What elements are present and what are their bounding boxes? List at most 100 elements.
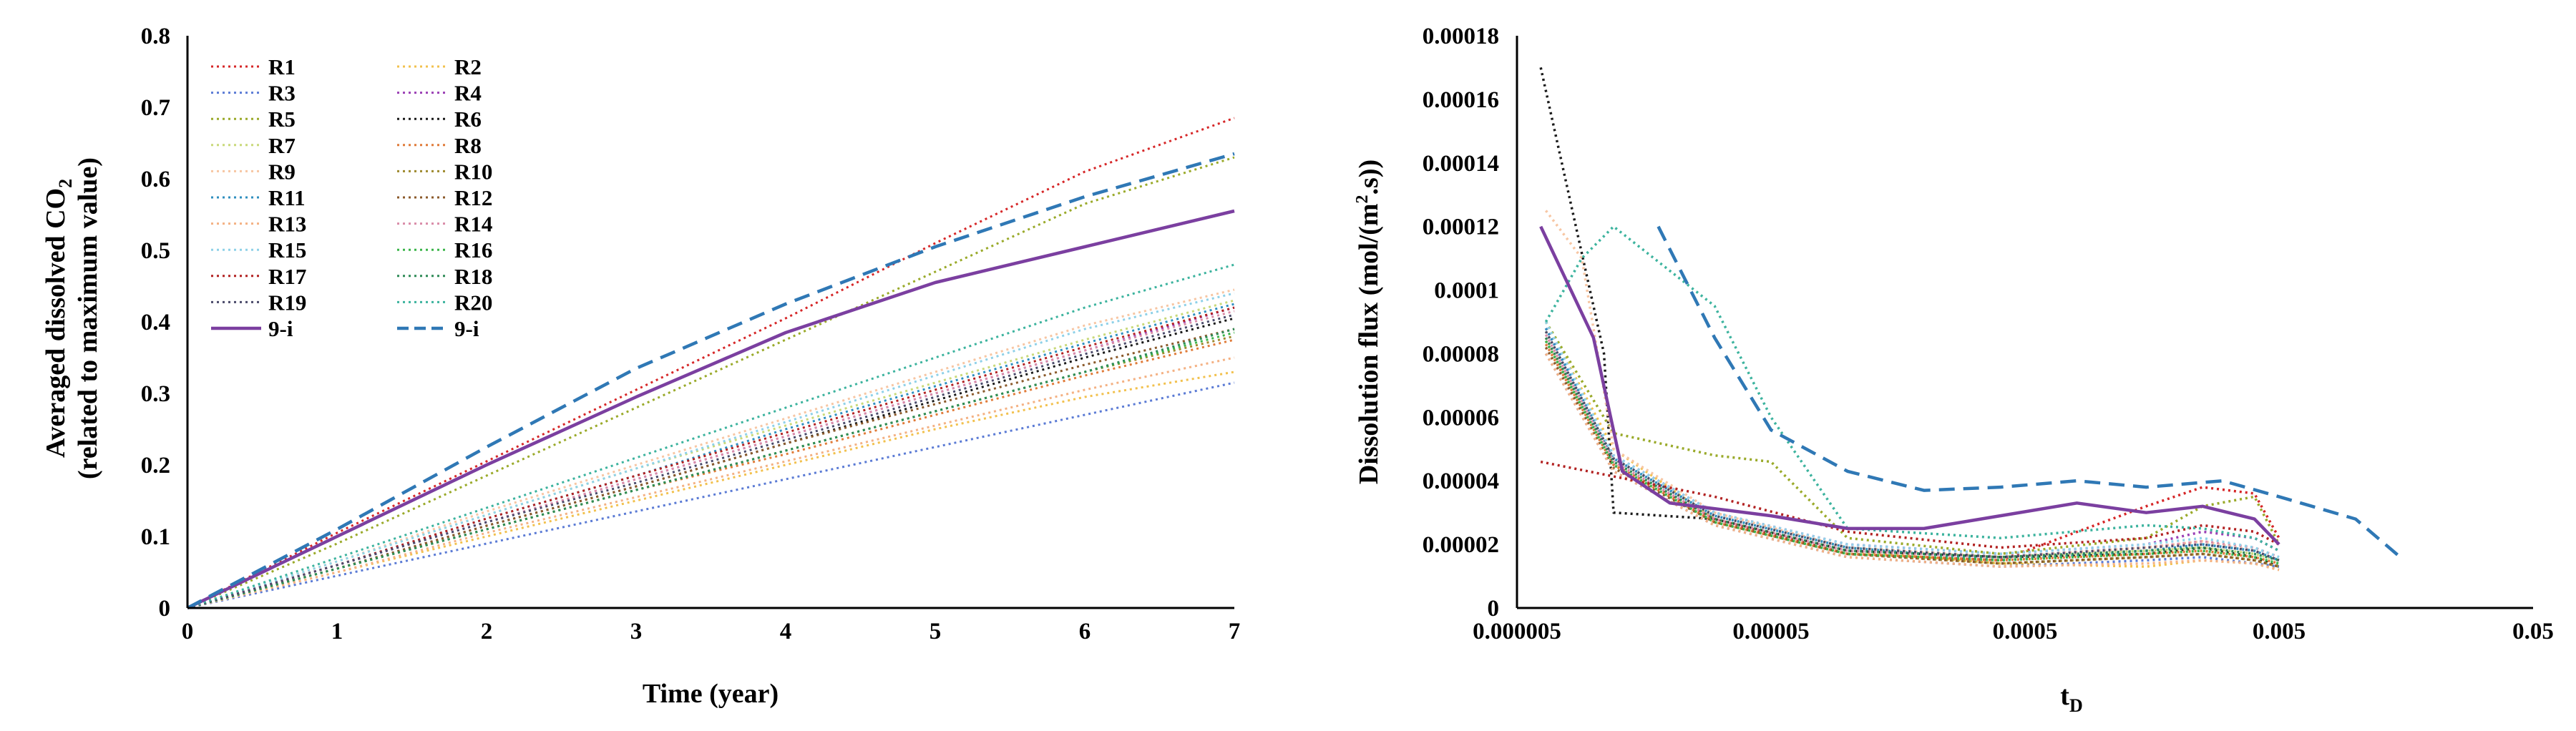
right-x-tick-label: 0.000005 [1473,619,1561,644]
left-y-tick-label: 0.8 [141,24,170,49]
right-chart: 0.000005 0.00005 0.0005 0.005 0.05 00.000020… [1353,24,2554,716]
legend-label-R12: R12 [454,185,492,210]
left-chart-y-axis-title: Averaged dissolved CO2 [41,179,76,458]
left-series-line-R12 [187,328,1235,609]
right-y-tick-label: 0.0001 [1434,278,1499,304]
left-y-tick-label: 0.4 [141,310,170,335]
right-y-tick-label: 0.00008 [1423,341,1499,367]
legend-label-R1: R1 [268,54,296,79]
left-x-tick-label: 6 [1079,619,1091,644]
right-y-tick-label: 0.00014 [1423,151,1499,177]
right-series-line-R2 [1544,321,2280,571]
right-series-line-R4 [1544,328,2280,556]
legend-label-R11: R11 [268,185,306,210]
right-series-line-R18 [1544,337,2280,561]
right-y-tick-label: 0.00006 [1423,405,1499,431]
left-series-line-R15 [187,292,1235,609]
left-y-tick-label: 0.1 [141,524,170,550]
right-chart-x-axis-title-main: t [2060,681,2069,711]
left-series-line-R11 [187,303,1235,609]
right-series-line-R19 [1544,330,2280,561]
left-y-tick-label: 0.6 [141,167,170,192]
left-chart-y-axis-title-line2: (related to maximum value) [73,157,103,479]
right-series-line-R10 [1544,340,2280,568]
legend-label-R14: R14 [454,212,492,237]
left-y-tick-label: 0.5 [141,238,170,264]
right-chart-x-tick-labels: 0.000005 0.00005 0.0005 0.005 0.05 [1473,619,2554,644]
left-x-tick-label: 1 [331,619,343,644]
left-chart-y-tick-labels: 0 0.1 0.2 0.3 0.4 0.5 0.6 0.7 0.8 [141,24,170,622]
right-series-line-R16 [1544,340,2280,565]
right-series-line-R3 [1544,353,2280,568]
left-x-tick-label: 0 [182,619,194,644]
legend-label-R5: R5 [268,107,296,132]
legend-label-9-i: 9-i [454,316,479,341]
right-chart-y-tick-labels: 0 0.00002 0.00004 0.00006 0.00008 0.0001 0.000… [1423,24,1499,622]
right-x-tick-label: 0.05 [2512,619,2554,644]
right-y-tick-label: 0.00018 [1423,24,1499,49]
left-chart: 0 1 2 3 4 5 6 7 0 0.1 0.2 0.3 0.4 0.5 0.6 0.7 0.8 Time … [41,24,1240,709]
left-series-line-R7 [187,299,1235,609]
legend-label-R4: R4 [454,81,482,106]
left-y-tick-label: 0 [159,596,171,622]
left-y-tick-label: 0.2 [141,453,170,479]
legend-label-R7: R7 [268,133,296,158]
legend-label-R9: R9 [268,159,296,184]
left-series-line-R5 [187,156,1235,609]
right-y-tick-label: 0.00016 [1423,87,1499,113]
right-series-line-R11 [1544,328,2280,562]
legend-label-R17: R17 [268,264,306,289]
left-x-tick-label: 3 [630,619,643,644]
legend-label-R15: R15 [268,237,306,263]
left-y-tick-label: 0.7 [141,95,170,121]
legend-label-R6: R6 [454,107,482,132]
left-x-tick-label: 2 [481,619,493,644]
left-chart-x-tick-labels: 0 1 2 3 4 5 6 7 [182,619,1241,644]
legend-label-R19: R19 [268,290,306,315]
right-series-line-R13 [1544,353,2280,571]
right-x-tick-label: 0.00005 [1732,619,1809,644]
left-series-line-R19 [187,313,1235,609]
left-series-line-R6 [187,317,1235,609]
left-series-line-R18 [187,328,1235,609]
right-x-tick-label: 0.0005 [1993,619,2058,644]
left-series-line-R20 [187,263,1235,609]
legend-label-R3: R3 [268,81,296,106]
right-chart-y-axis-title: Dissolution flux (mol/(m2.s)) [1353,160,1384,484]
right-chart-y-axis-title-superscript: 2 [1353,195,1372,203]
left-series-line-R17 [187,306,1235,609]
right-y-tick-label: 0 [1488,596,1500,622]
right-y-tick-label: 0.00012 [1423,215,1499,240]
left-x-tick-label: 4 [780,619,792,644]
left-y-tick-label: 0.3 [141,381,170,407]
legend-label-R13: R13 [268,212,306,237]
left-series-line-R14 [187,310,1235,609]
left-chart-series [186,117,1235,610]
right-y-tick-label: 0.00004 [1423,468,1499,494]
right-series-line-R20 [1544,225,2280,552]
right-series-line-R15 [1544,321,2280,559]
right-chart-series [1539,67,2401,571]
left-x-tick-label: 7 [1229,619,1241,644]
right-series-line-9-i [1657,225,2401,559]
left-chart-x-axis-title: Time (year) [643,679,779,709]
left-chart-y-axis-title-main: Averaged dissolved CO [41,188,71,458]
left-series-line-9-i [186,152,1235,609]
right-series-line-9-i [1539,225,2280,546]
legend-label-R16: R16 [454,237,492,263]
right-chart-y-axis-title-end: .s)) [1354,160,1384,195]
legend-label-R2: R2 [454,54,482,79]
right-series-line-R17 [1540,460,2280,549]
right-y-tick-label: 0.00002 [1423,532,1499,558]
left-series-line-9-i [187,209,1235,610]
left-series-line-R1 [187,117,1235,609]
left-chart-y-axis-title-subscript: 2 [55,179,76,188]
legend-label-R18: R18 [454,264,492,289]
right-chart-x-axis-title-subscript: D [2069,695,2083,716]
right-x-tick-label: 0.005 [2253,619,2306,644]
right-series-line-R9 [1545,210,2280,561]
right-series-line-R12 [1544,346,2280,568]
left-series-line-R3 [187,381,1235,609]
